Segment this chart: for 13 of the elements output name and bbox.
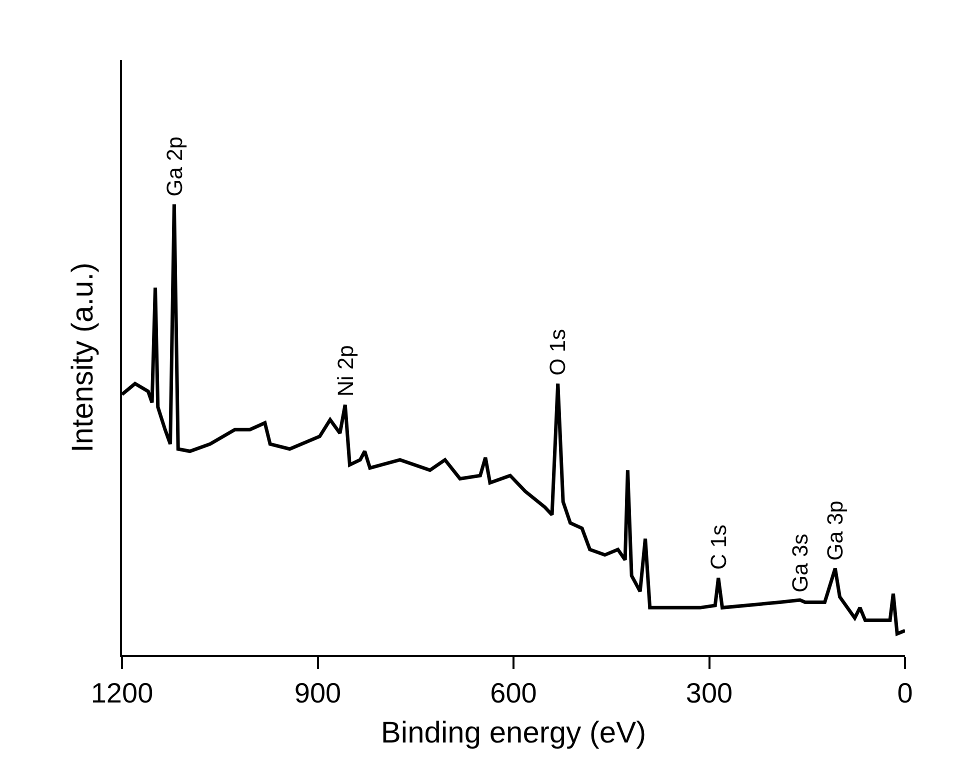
annotation: Ga 2p	[162, 136, 187, 196]
x-tick-label: 600	[490, 678, 537, 709]
annotation: Ni 2p	[332, 345, 358, 396]
annotation: Ga 3p	[822, 500, 848, 561]
x-tick-label: 0	[897, 678, 913, 709]
annotation: C 1s	[706, 524, 731, 570]
x-tick-label: 300	[686, 678, 733, 709]
y-axis-title: Intensity (a.u.)	[66, 262, 100, 453]
x-tick-label: 900	[294, 678, 342, 709]
x-axis-title: Binding energy (eV)	[380, 716, 646, 750]
annotation: Ga 3s	[787, 534, 812, 592]
x-tick-label: 1200	[90, 678, 154, 709]
annotation: O 1s	[545, 329, 570, 376]
